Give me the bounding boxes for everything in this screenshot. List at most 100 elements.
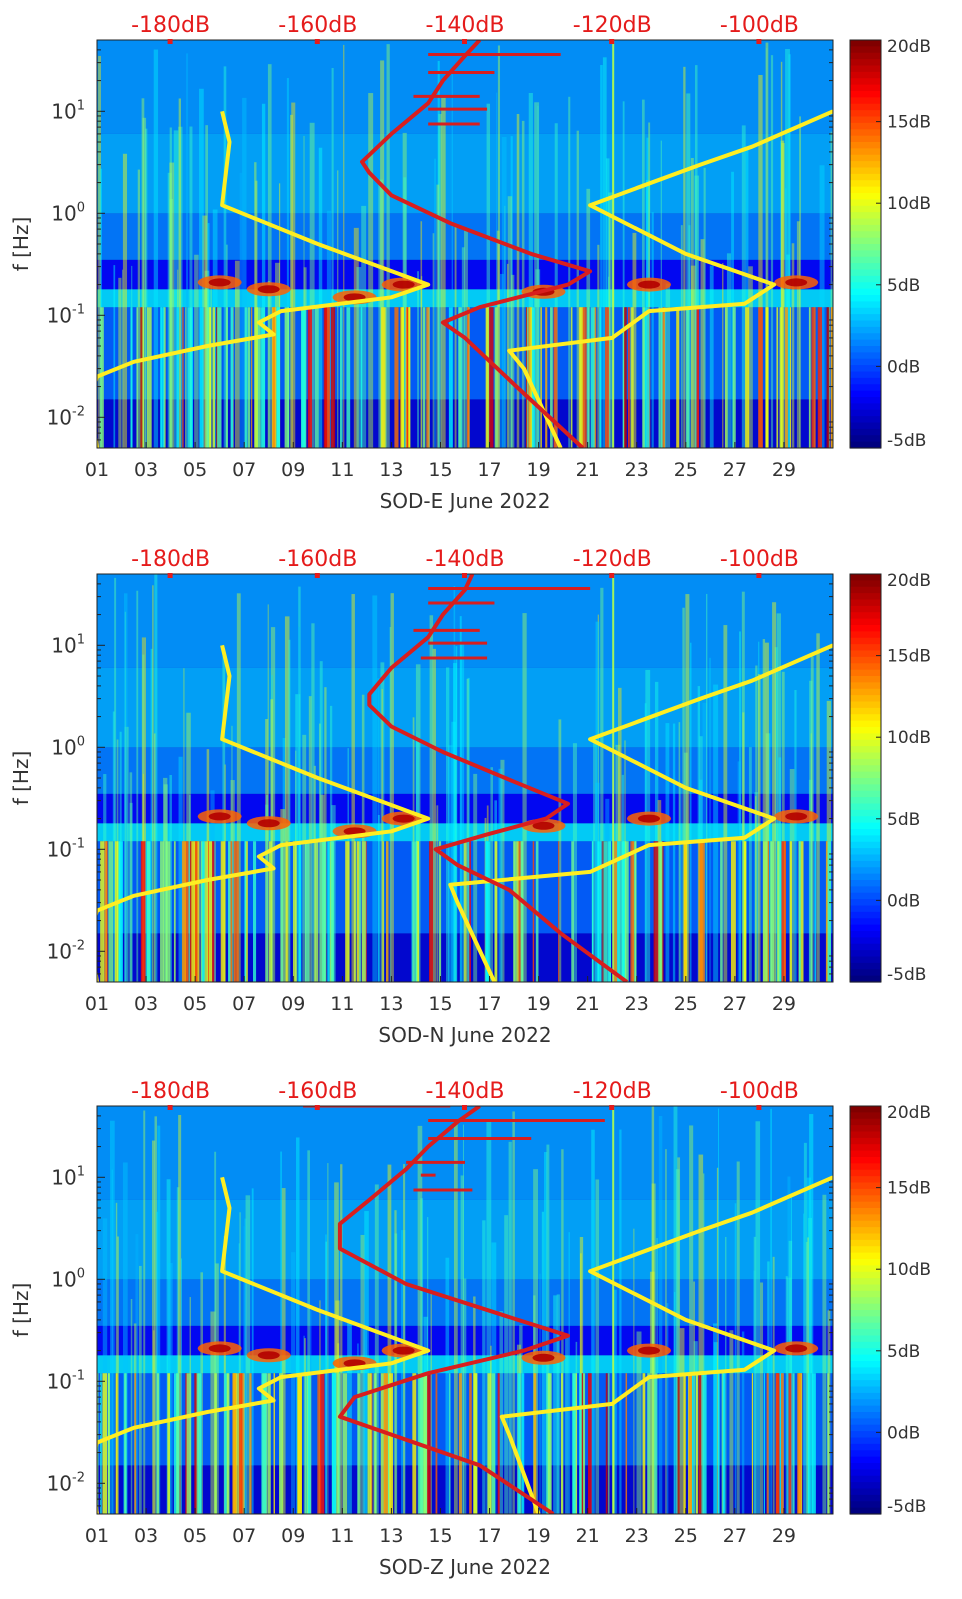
colorbar-segment xyxy=(850,1392,881,1400)
top-db-tick-label: -160dB xyxy=(278,13,357,38)
colorbar-segment xyxy=(850,1188,881,1196)
colorbar-segment xyxy=(850,435,881,443)
x-tick-label: 25 xyxy=(674,459,698,481)
top-db-tick-mark xyxy=(314,39,320,44)
colorbar-segment xyxy=(850,605,881,613)
heatmap-streak xyxy=(116,1236,119,1514)
y-axis-label: f [Hz] xyxy=(9,217,33,272)
heatmap-lowfreq-stripe xyxy=(261,1373,267,1514)
noise-model-yellow-high xyxy=(507,109,833,448)
heatmap-streak xyxy=(420,221,423,448)
heatmap-streak xyxy=(597,244,600,448)
colorbar-segment xyxy=(850,314,881,322)
heatmap-streak xyxy=(593,743,597,982)
heatmap-streak xyxy=(154,574,158,982)
colorbar-segment xyxy=(850,650,881,658)
heatmap-lowfreq-stripe xyxy=(487,1373,492,1514)
heatmap-streak xyxy=(765,42,769,448)
heatmap-lowfreq-stripe xyxy=(323,307,327,448)
heatmap-lowfreq-stripe xyxy=(597,841,601,982)
heatmap-streak xyxy=(129,772,133,982)
heatmap-lowfreq-stripe xyxy=(529,307,534,448)
colorbar-segment xyxy=(850,669,881,677)
heatmap-lowfreq-stripe xyxy=(220,841,226,982)
heatmap-streak xyxy=(461,247,465,448)
colorbar-segment xyxy=(850,752,881,760)
heatmap-lowfreq-stripe xyxy=(533,1373,537,1514)
colorbar-segment xyxy=(850,84,881,92)
colorbar-segment xyxy=(850,637,881,645)
heatmap-lowfreq-stripe xyxy=(116,841,121,982)
heatmap-lowfreq-stripe xyxy=(233,841,239,982)
colorbar-segment xyxy=(850,1322,881,1330)
heatmap-streak xyxy=(143,1110,146,1514)
x-tick-label: 07 xyxy=(232,1525,256,1547)
heatmap-lowfreq-stripe xyxy=(632,841,637,982)
colorbar-segment xyxy=(850,1265,881,1273)
colorbar-segment xyxy=(850,365,881,373)
colorbar-segment xyxy=(850,397,881,404)
heatmap-streak xyxy=(501,136,507,448)
heatmap-streak xyxy=(236,593,241,982)
heatmap-streak xyxy=(178,1115,182,1514)
heatmap-lowfreq-stripe xyxy=(191,841,196,982)
heatmap-lowfreq-stripe xyxy=(792,1373,795,1514)
heatmap-lowfreq-stripe xyxy=(317,1373,322,1514)
heatmap-band xyxy=(97,133,833,214)
heatmap-streak xyxy=(686,93,691,448)
heatmap-streak xyxy=(522,613,527,982)
colorbar-segment xyxy=(850,1482,881,1490)
colorbar-segment xyxy=(850,924,881,932)
heatmap-streak xyxy=(597,614,599,982)
heatmap-streak xyxy=(403,1164,406,1514)
heatmap-streak xyxy=(331,67,334,448)
colorbar-segment xyxy=(850,1380,881,1388)
heatmap-streak xyxy=(709,657,711,982)
heatmap-streak xyxy=(713,1342,718,1514)
colorbar-segment xyxy=(850,714,881,722)
heatmap-streak xyxy=(504,1215,509,1514)
heatmap-lowfreq-stripe xyxy=(789,841,792,982)
heatmap-lowfreq-stripe xyxy=(776,307,779,448)
x-tick-label: 29 xyxy=(772,1525,796,1547)
heatmap-streak xyxy=(337,170,339,448)
x-tick-label: 09 xyxy=(281,993,305,1015)
heatmap-streak xyxy=(446,667,450,982)
colorbar-frame xyxy=(849,39,882,449)
heatmap-lowfreq-stripe xyxy=(699,841,705,982)
heatmap-lowfreq-stripe xyxy=(273,307,276,448)
heatmap-lowfreq-stripe xyxy=(625,1373,628,1514)
heatmap-streak xyxy=(633,1228,635,1514)
top-db-tick-mark xyxy=(756,1105,762,1110)
heatmap-lowfreq-stripe xyxy=(301,307,306,448)
colorbar-segment xyxy=(850,1507,881,1515)
heatmap-band xyxy=(97,747,833,794)
heatmap-lowfreq-stripe xyxy=(647,1373,651,1514)
heatmap-lowfreq-stripe xyxy=(781,841,786,982)
heatmap-lowfreq-stripe xyxy=(817,307,822,448)
heatmap-streak xyxy=(394,1233,398,1514)
colorbar-segment xyxy=(850,1488,881,1496)
heatmap-event-line xyxy=(612,1106,615,1514)
heatmap-streak xyxy=(705,593,708,982)
colorbar-tick-label: 10dB xyxy=(887,728,931,748)
heatmap-lowfreq-stripe xyxy=(654,1373,657,1514)
x-tick-label: 13 xyxy=(379,993,403,1015)
heatmap-lowfreq-stripe xyxy=(698,1373,701,1514)
heatmap-lowfreq-stripe xyxy=(285,841,288,982)
colorbar-segment xyxy=(850,422,881,430)
heatmap-lowfreq-stripe xyxy=(581,1373,584,1514)
colorbar-segment xyxy=(850,377,881,385)
heatmap-lowfreq-stripe xyxy=(653,841,659,982)
heatmap-streak xyxy=(122,1162,128,1514)
heatmap-lowfreq-stripe xyxy=(721,1373,725,1514)
heatmap-lowfreq-stripe xyxy=(187,307,192,448)
heatmap-lowfreq-stripe xyxy=(342,1373,348,1514)
colorbar-segment xyxy=(850,1144,881,1152)
heatmap-streak xyxy=(654,681,659,982)
heatmap-lowfreq-stripe xyxy=(788,1373,792,1514)
colorbar-segment xyxy=(850,943,881,951)
top-db-tick-mark xyxy=(609,1105,615,1110)
heatmap-lowfreq-stripe xyxy=(691,1373,694,1514)
heatmap-streak xyxy=(772,1256,775,1514)
